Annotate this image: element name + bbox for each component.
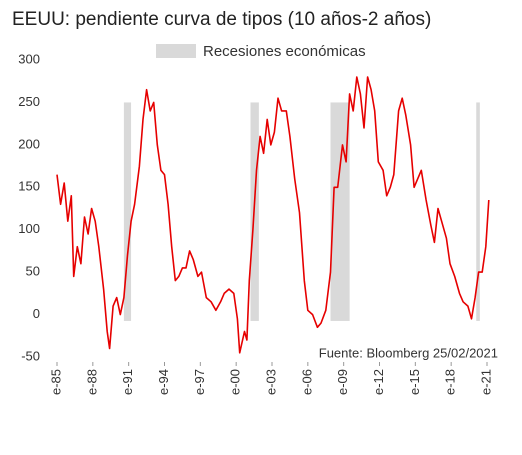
x-tick-label: e-03 (263, 369, 278, 395)
y-tick-label: 300 (18, 51, 40, 66)
legend-label: Recesiones económicas (203, 43, 366, 60)
y-tick-label: 50 (26, 264, 40, 279)
source-note: Fuente: Bloomberg 25/02/2021 (319, 345, 498, 360)
recession-band (476, 102, 480, 321)
data-line (56, 76, 490, 354)
y-tick-label: 250 (18, 94, 40, 109)
x-tick-label: e-97 (192, 369, 207, 395)
x-tick-label: e-06 (299, 369, 314, 395)
x-tick-label: e-94 (156, 369, 171, 395)
y-tick-label: 200 (18, 136, 40, 151)
x-tick-label: e-12 (371, 369, 386, 395)
legend-swatch (156, 44, 196, 58)
y-tick-label: 150 (18, 179, 40, 194)
x-tick-label: e-09 (335, 369, 350, 395)
y-tick-label: -50 (21, 348, 40, 363)
x-tick-label: e-88 (84, 369, 99, 395)
x-tick-label: e-00 (228, 369, 243, 395)
x-tick-label: e-15 (407, 369, 422, 395)
recession-band (123, 102, 132, 321)
x-tick-label: e-85 (48, 369, 63, 395)
x-tick-label: e-18 (443, 369, 458, 395)
y-tick-label: 0 (33, 306, 40, 321)
chart-title: EEUU: pendiente curva de tipos (10 años-… (12, 9, 431, 30)
x-tick-label: e-91 (120, 369, 135, 395)
x-tick-label: e-21 (478, 369, 493, 395)
y-tick-label: 100 (18, 221, 40, 236)
